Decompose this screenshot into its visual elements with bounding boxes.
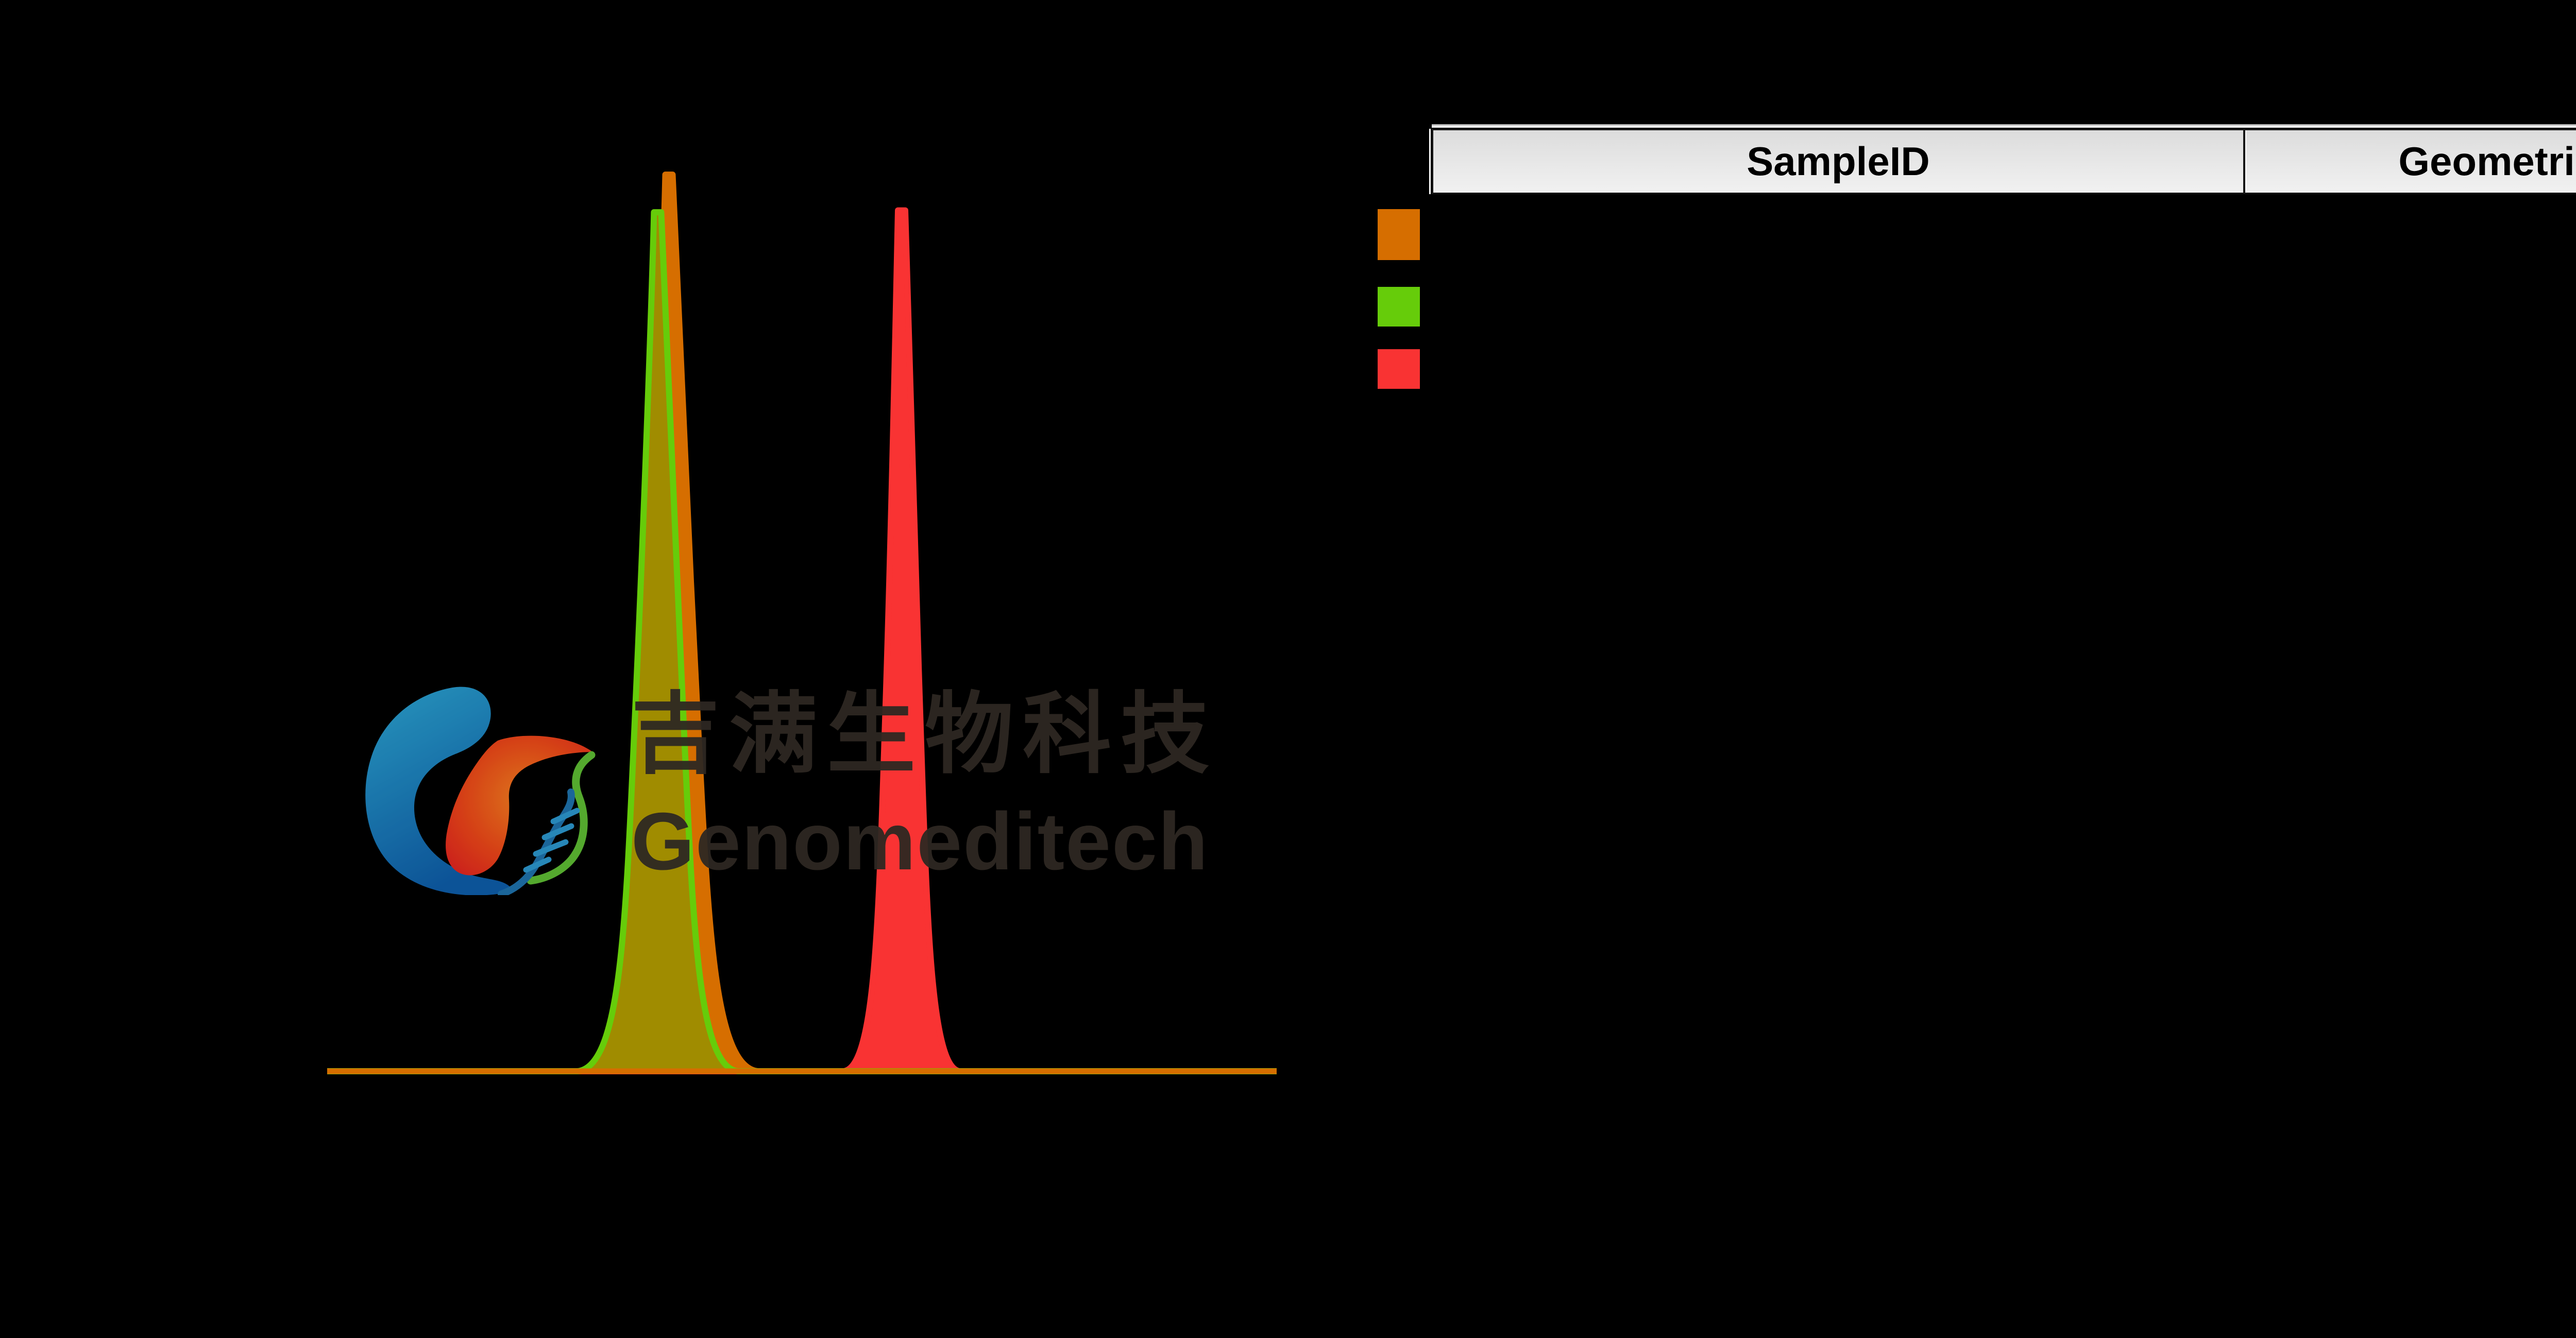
histogram-curve-sample-2-green xyxy=(327,209,1277,1074)
header-cell-geometric-mean: Geometric Mean : FL11-H xyxy=(2398,139,2576,184)
column-divider xyxy=(2243,130,2245,193)
table-top-highlight xyxy=(1432,124,2576,128)
histogram-curve-sample-3-red xyxy=(327,207,1277,1074)
histogram-curve-sample-1-orange xyxy=(327,171,1277,1074)
header-cell-sampleid: SampleID xyxy=(1747,139,1930,184)
stats-table-header: SampleID Geometric Mean : FL11-H xyxy=(1432,129,2576,194)
table-left-highlight xyxy=(1429,129,1431,194)
